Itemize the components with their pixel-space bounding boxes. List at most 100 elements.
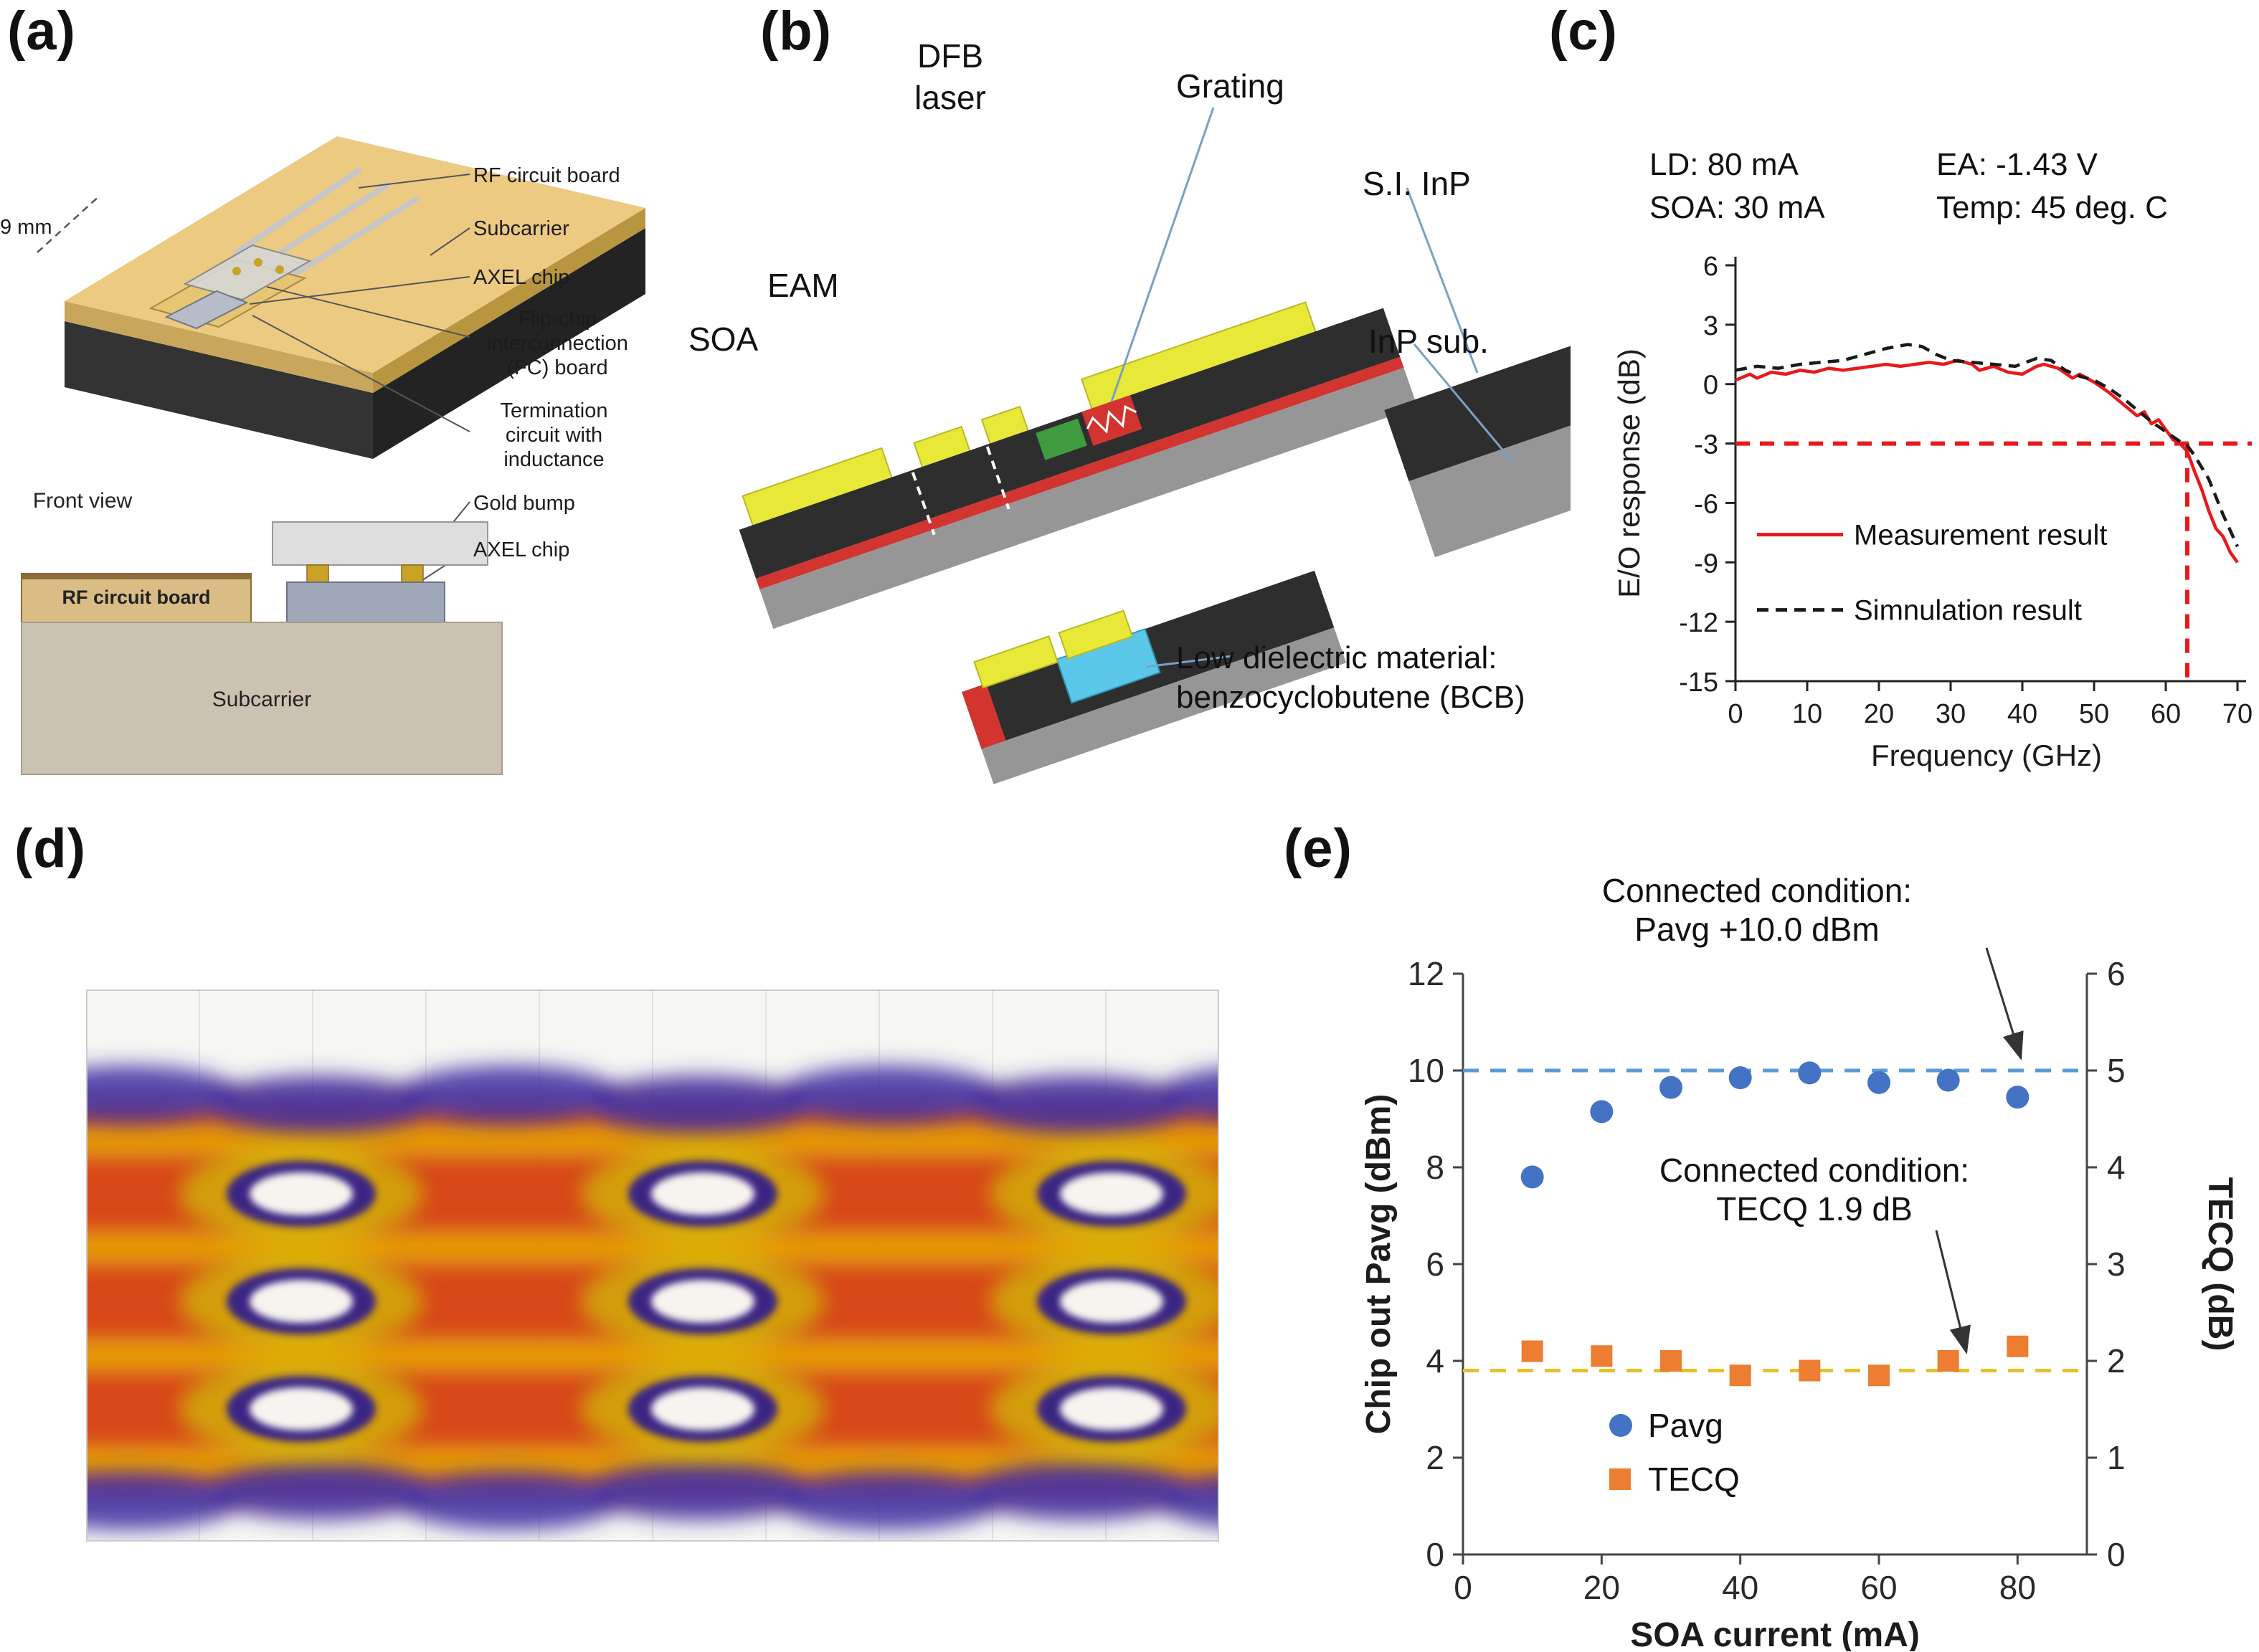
axel-chip-3d <box>164 290 249 330</box>
svg-text:3: 3 <box>1703 311 1718 341</box>
inp-sub-label: InP sub. <box>1368 323 1489 360</box>
electrode <box>1058 609 1134 660</box>
svg-text:Connected condition:: Connected condition: <box>1659 1152 1969 1189</box>
svg-text:50: 50 <box>2079 699 2109 729</box>
soa-current: SOA: 30 mA <box>1649 190 1825 225</box>
svg-text:12: 12 <box>1408 955 1444 992</box>
svg-text:-6: -6 <box>1694 489 1718 519</box>
callout-fc-board: Flip-chip interconnection (FC) board <box>487 308 628 380</box>
svg-text:Pavg: Pavg <box>1648 1407 1723 1444</box>
front-rf-board <box>21 573 252 623</box>
panel-label-a: (a) <box>7 1 76 62</box>
active-region <box>1036 418 1087 460</box>
callout-rf-circuit-board: RF circuit board <box>473 164 620 187</box>
panel-d: (d) <box>0 817 1262 1652</box>
callout-axel-chip-front: AXEL chip <box>473 538 570 561</box>
si-inp-block <box>1384 333 1571 482</box>
front-fc-board <box>272 521 488 566</box>
callout-termination: Termination circuit with inductance <box>500 399 608 472</box>
svg-text:TECQ: TECQ <box>1648 1461 1740 1498</box>
board-right <box>373 208 645 393</box>
leader-line <box>358 174 470 189</box>
svg-text:4: 4 <box>1426 1342 1444 1380</box>
electrode <box>973 635 1059 689</box>
dfb-laser-label: DFB laser <box>914 37 986 116</box>
svg-text:0: 0 <box>2107 1536 2126 1573</box>
gold-bump-dot <box>232 267 241 275</box>
callout-subcarrier: Subcarrier <box>473 217 569 240</box>
panel-b: (b) DFB laser Grating EAM SOA S.I. InP I… <box>681 0 1578 810</box>
eo-response-chart: 630-3-6-9-12-150 10 20 30 40 50 60 70Frequency … <box>1612 252 2252 772</box>
svg-text:1: 1 <box>2107 1439 2126 1476</box>
leader-line <box>1145 655 1233 668</box>
section-divider <box>896 429 936 536</box>
svg-text:40: 40 <box>2007 699 2037 729</box>
svg-text:60: 60 <box>1860 1569 1897 1606</box>
front-view-label: Front view <box>33 489 133 513</box>
svg-text:6: 6 <box>2107 955 2126 992</box>
dimension-line <box>37 194 101 253</box>
front-gold-bump <box>401 564 424 583</box>
svg-text:-3: -3 <box>1694 430 1718 460</box>
svg-text:80: 80 <box>1999 1569 2036 1606</box>
svg-text:70: 70 <box>2222 699 2252 729</box>
panel-label-d: (d) <box>14 818 87 879</box>
svg-text:SOA current (mA): SOA current (mA) <box>1630 1616 1920 1651</box>
svg-text:Chip out Pavg (dBm): Chip out Pavg (dBm) <box>1360 1094 1398 1435</box>
grating-teeth <box>1086 405 1137 434</box>
svg-text:-15: -15 <box>1679 668 1718 698</box>
svg-text:6: 6 <box>1703 252 1718 282</box>
active-layer <box>756 356 1404 590</box>
svg-text:Pavg +10.0 dBm: Pavg +10.0 dBm <box>1634 911 1879 948</box>
svg-text:0: 0 <box>1703 371 1718 401</box>
svg-text:0: 0 <box>1454 1569 1472 1606</box>
svg-text:-9: -9 <box>1694 549 1718 579</box>
si-inp-label: S.I. InP <box>1363 165 1471 202</box>
svg-text:2: 2 <box>1426 1439 1444 1476</box>
gold-bump-dot <box>254 258 262 267</box>
svg-text:10: 10 <box>1408 1052 1444 1089</box>
gold-bump-dot <box>275 265 284 274</box>
svg-text:40: 40 <box>1722 1569 1758 1606</box>
panel-c: (c) LD: 80 mA EA: -1.43 V SOA: 30 mA Tem… <box>1542 0 2259 810</box>
leader-line <box>266 286 470 338</box>
svg-text:5: 5 <box>2107 1052 2126 1089</box>
svg-text:TECQ 1.9 dB: TECQ 1.9 dB <box>1716 1190 1913 1228</box>
panel-label-e: (e) <box>1284 818 1353 879</box>
bcb-label: Low dielectric material: benzocyclobuten… <box>1176 640 1525 715</box>
temperature: Temp: 45 deg. C <box>1936 190 2168 225</box>
svg-text:4: 4 <box>2107 1149 2126 1186</box>
svg-text:60: 60 <box>2151 699 2181 729</box>
dim-label: 9 mm <box>0 216 52 239</box>
front-subcarrier-label: Subcarrier <box>212 688 311 711</box>
front-rf-label: RF circuit board <box>62 587 210 608</box>
svg-text:20: 20 <box>1583 1569 1620 1606</box>
eye-diagram <box>86 989 1219 1542</box>
svg-text:Frequency (GHz): Frequency (GHz) <box>1871 739 2102 772</box>
front-gold-bump <box>306 564 329 583</box>
svg-text:TECQ (dB): TECQ (dB) <box>2201 1177 2239 1352</box>
bias-conditions: LD: 80 mA EA: -1.43 V SOA: 30 mA Temp: 4… <box>1649 147 2252 226</box>
panel-label-b: (b) <box>760 1 833 62</box>
callout-gold-bump: Gold bump <box>473 492 575 515</box>
svg-text:Measurement result: Measurement result <box>1854 520 2107 551</box>
soa-label: SOA <box>688 321 759 358</box>
chip-base <box>759 367 1418 629</box>
svg-text:2: 2 <box>2107 1342 2126 1380</box>
svg-text:0: 0 <box>1426 1536 1444 1573</box>
rf-trace <box>234 168 361 255</box>
section-divider <box>971 403 1010 510</box>
front-subcarrier <box>21 622 503 775</box>
lower-bar-red-end <box>962 683 1006 749</box>
leader-line <box>249 276 470 305</box>
svg-text:20: 20 <box>1864 699 1894 729</box>
leader-line <box>252 315 470 432</box>
slab-right <box>373 228 645 459</box>
svg-text:3: 3 <box>2107 1245 2126 1283</box>
front-axel-chip <box>286 581 445 623</box>
svg-text:0: 0 <box>1728 699 1743 729</box>
svg-text:Simnulation result: Simnulation result <box>1854 595 2082 627</box>
leader-line <box>430 227 470 256</box>
ld-current: LD: 80 mA <box>1649 147 1799 182</box>
